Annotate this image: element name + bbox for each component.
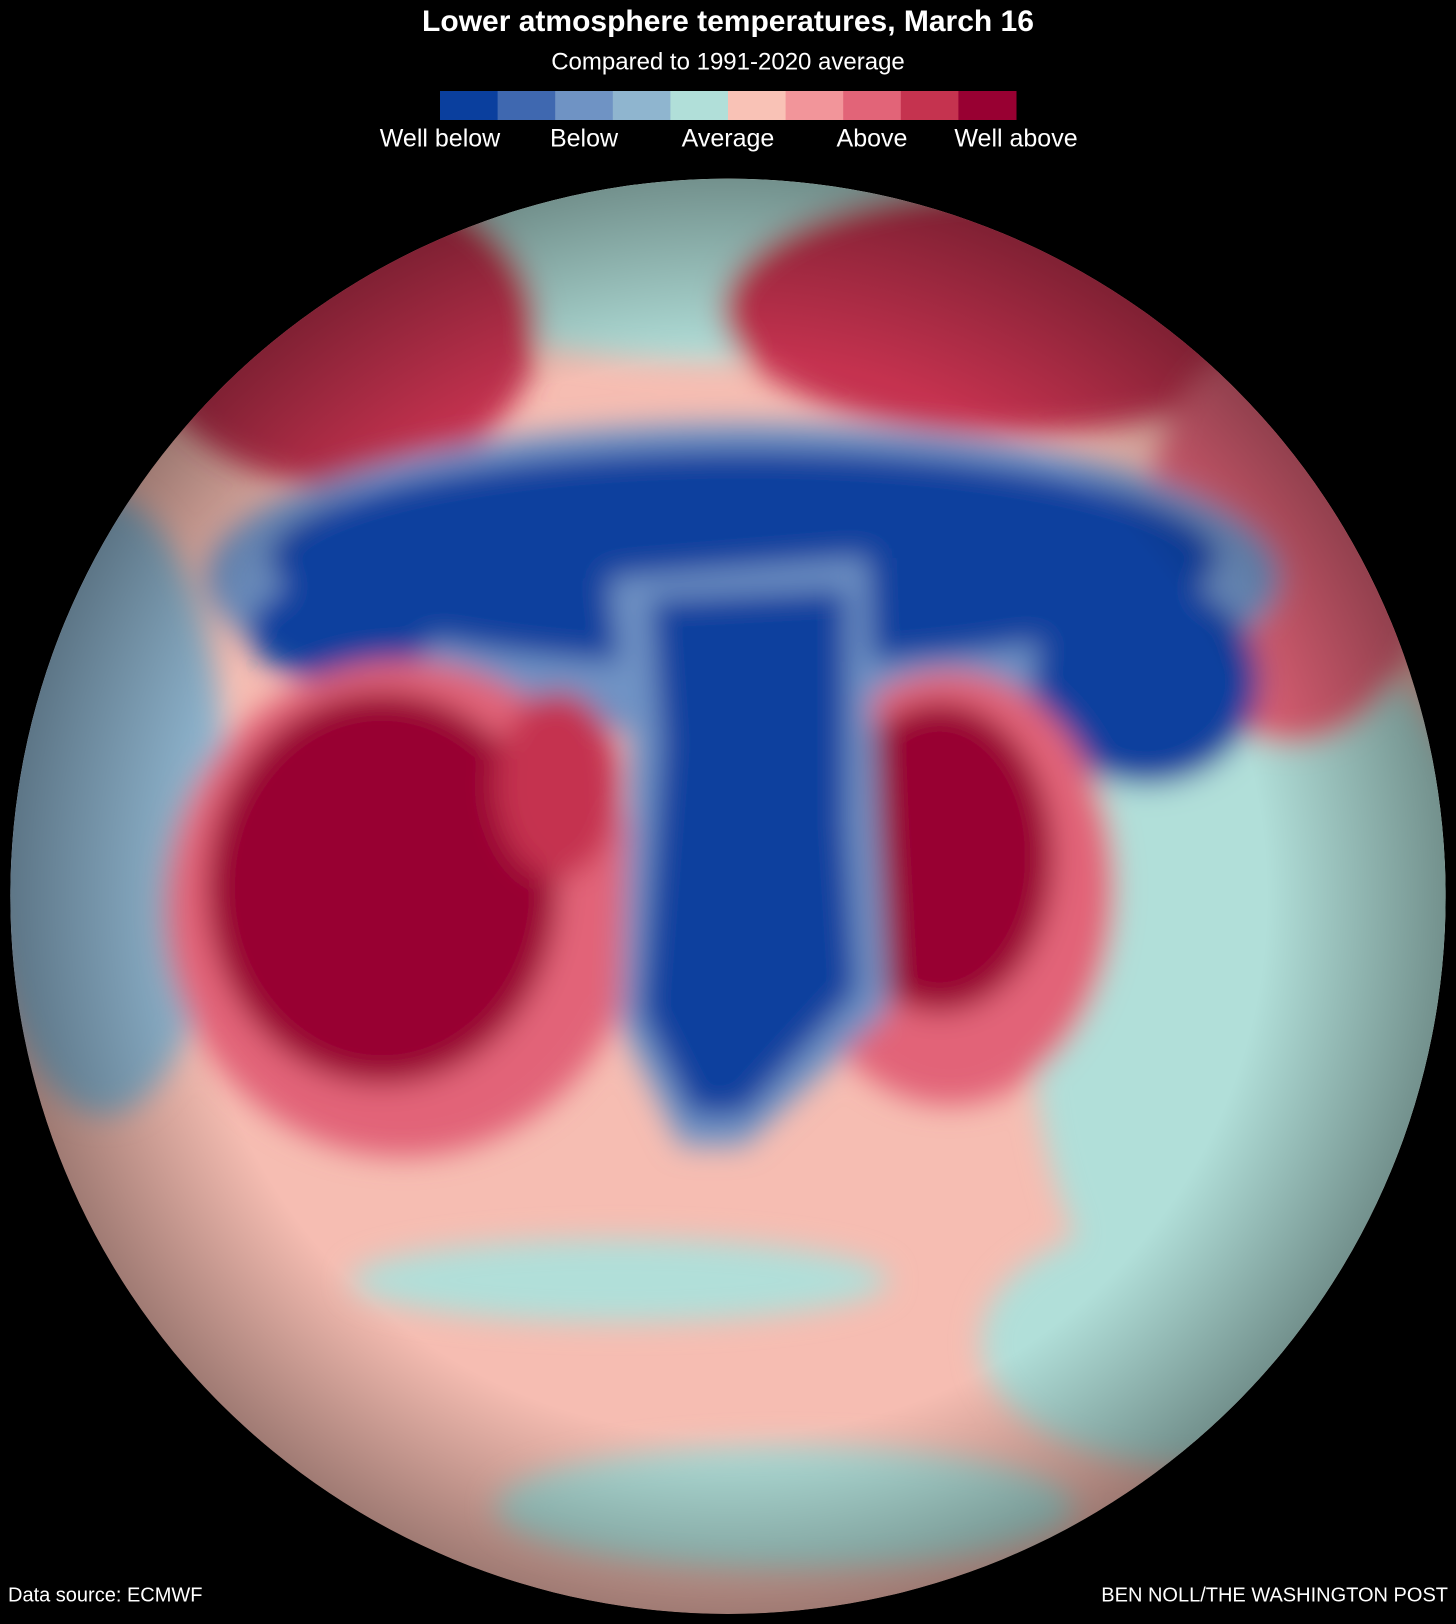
legend-swatch (958, 91, 1017, 120)
subtitle: Compared to 1991-2020 average (551, 48, 905, 75)
legend-label: Below (550, 125, 619, 153)
legend-label: Well below (380, 125, 501, 153)
title: Lower atmosphere temperatures, March 16 (422, 5, 1034, 38)
legend-swatch (555, 91, 614, 120)
globe-shading (10, 178, 1446, 1614)
source: Data source: ECMWF (8, 1584, 202, 1606)
legend-swatch (612, 91, 671, 120)
legend-label: Well above (954, 125, 1077, 153)
legend-swatch (728, 91, 787, 120)
legend: Well below Below Average Above Well above (380, 91, 1078, 153)
credit: BEN NOLL/THE WASHINGTON POST (1101, 1584, 1448, 1606)
legend-label: Average (682, 125, 775, 153)
globe-surface (10, 178, 1446, 1614)
legend-label: Above (837, 125, 908, 153)
legend-swatch (670, 91, 729, 120)
globe (10, 178, 1446, 1614)
legend-swatch (440, 91, 499, 120)
legend-swatch (497, 91, 556, 120)
legend-swatch (785, 91, 844, 120)
legend-swatch (843, 91, 902, 120)
legend-swatch (900, 91, 959, 120)
